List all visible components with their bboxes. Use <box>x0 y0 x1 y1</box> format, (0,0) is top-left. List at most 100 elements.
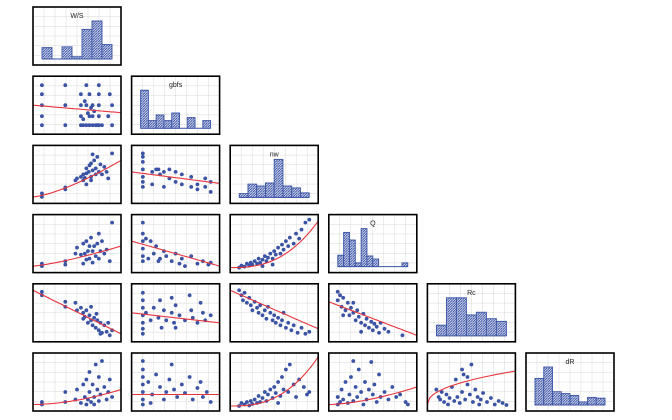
histogram-bar <box>445 297 457 337</box>
scatter-point <box>198 300 203 305</box>
scatter-point <box>260 257 265 262</box>
scatter-point <box>156 259 161 263</box>
scatter-point <box>343 308 348 313</box>
fit-line <box>230 356 319 407</box>
scatter-point <box>262 254 267 258</box>
scatter-point <box>63 83 68 88</box>
histogram-bar <box>247 183 258 198</box>
scatter-point <box>273 252 278 257</box>
scatter-point <box>439 390 444 394</box>
fit-line <box>229 289 319 330</box>
scatter-point <box>107 377 112 382</box>
scatter-point <box>106 320 111 325</box>
scatter-q-vs-dr <box>327 352 418 412</box>
scatter-point <box>203 176 208 181</box>
scatter-point <box>90 382 95 387</box>
scatter-point <box>268 251 273 256</box>
histogram-bar <box>455 297 467 337</box>
scatter-point <box>307 329 312 334</box>
scatter-point <box>258 260 263 265</box>
scatter-point <box>280 242 284 247</box>
scatter-point <box>81 316 86 321</box>
scatter-point <box>102 251 107 256</box>
histogram-bar <box>163 120 173 129</box>
scatter-point <box>140 259 145 263</box>
panel-frame <box>525 352 615 412</box>
scatter-point <box>250 262 255 267</box>
scatter-point <box>89 304 93 309</box>
scatter-point <box>75 176 79 181</box>
scatter-point <box>84 123 89 128</box>
panel-frame <box>32 75 122 135</box>
scatter-point <box>250 308 255 313</box>
histogram-bar <box>465 314 477 337</box>
scatter-point <box>140 180 145 184</box>
scatter-point <box>183 264 187 268</box>
histogram-bar <box>560 393 571 406</box>
scatter-point <box>478 397 483 402</box>
scatter-point <box>140 326 145 331</box>
histogram-bar <box>372 258 380 268</box>
scatter-point <box>272 313 277 318</box>
scatter-point <box>245 400 249 404</box>
scatter-point <box>286 320 291 325</box>
scatter-point <box>79 92 83 97</box>
scatter-point <box>79 114 83 119</box>
panel-frame <box>130 75 221 135</box>
scatter-point <box>270 262 275 267</box>
scatter-point <box>356 367 361 372</box>
scatter-point <box>201 310 205 315</box>
scatter-point <box>140 305 145 310</box>
scatter-point <box>84 377 89 382</box>
scatter-point <box>268 387 273 392</box>
scatter-point <box>438 397 443 402</box>
scatter-point <box>90 114 95 119</box>
scatter-point <box>256 256 261 261</box>
scatter-point <box>266 392 270 397</box>
scatter-point <box>481 391 485 395</box>
scatter-point <box>276 401 280 405</box>
scatter-point <box>173 170 178 174</box>
scatter-point <box>252 259 257 263</box>
scatter-point <box>195 261 200 266</box>
histogram-bar <box>273 158 284 198</box>
scatter-point <box>95 123 100 128</box>
scatter-q-vs-rc <box>327 282 418 343</box>
scatter-point <box>89 178 93 183</box>
panel-frame <box>130 144 221 205</box>
scatter-point <box>162 185 166 189</box>
scatter-point <box>278 251 283 256</box>
scatter-point <box>100 123 104 128</box>
scatter-point <box>104 170 109 174</box>
scatter-point <box>280 318 284 323</box>
histogram-bar <box>291 187 301 198</box>
scatter-point <box>338 293 342 298</box>
scatter-point <box>504 403 509 407</box>
scatter-point <box>177 261 182 266</box>
scatter-nw-vs-rc <box>229 282 319 343</box>
scatter-point <box>195 386 200 390</box>
scatter-point <box>90 168 95 173</box>
scatter-point <box>291 241 296 246</box>
histogram-bar <box>300 192 310 198</box>
scatter-point <box>208 190 213 194</box>
scatter-point <box>154 372 159 377</box>
scatter-point <box>93 325 98 330</box>
panel-frame <box>229 352 319 412</box>
scatter-point <box>79 103 83 108</box>
scatter-point <box>359 390 363 394</box>
scatter-point <box>94 311 99 316</box>
histogram-title: gbfs <box>169 82 183 89</box>
scatter-point <box>295 330 300 335</box>
scatter-point <box>172 387 176 392</box>
histogram-bar <box>349 239 356 268</box>
scatter-point <box>175 395 180 399</box>
scatter-point <box>359 329 363 334</box>
scatter-point <box>140 331 145 336</box>
histogram-bar <box>534 377 545 406</box>
scatter-point <box>95 387 100 392</box>
scatter-point <box>386 397 391 402</box>
panel-frame <box>130 282 221 343</box>
scatter-point <box>140 402 145 407</box>
scatter-point <box>40 191 44 196</box>
